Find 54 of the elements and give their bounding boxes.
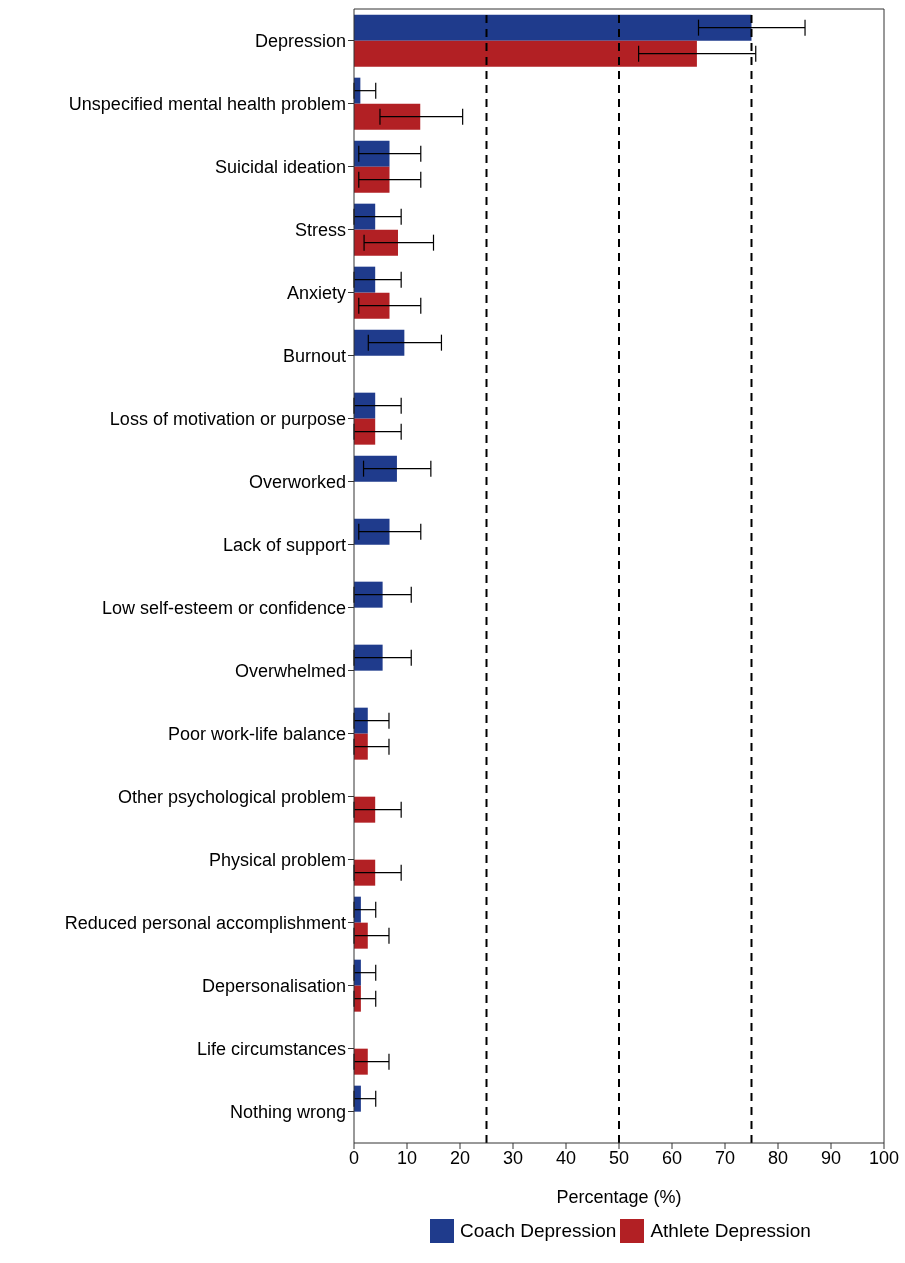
bar <box>354 418 376 445</box>
x-tick-label: 40 <box>555 1147 577 1168</box>
x-tick-label: 30 <box>502 1147 524 1168</box>
x-tick-label: 0 <box>348 1147 360 1168</box>
bar <box>354 292 390 319</box>
y-tick-label: Burnout <box>282 345 346 366</box>
y-tick-label: Physical problem <box>208 849 346 870</box>
y-tick-label: Overwhelmed <box>234 660 346 681</box>
y-tick-label: Depersonalisation <box>201 975 346 996</box>
bar <box>354 518 390 545</box>
bar <box>354 455 397 482</box>
x-tick-label: 100 <box>868 1147 900 1168</box>
bar <box>354 922 368 949</box>
bar <box>354 203 376 230</box>
legend-label: Athlete Depression <box>650 1220 811 1242</box>
bar <box>354 796 376 823</box>
y-tick-label: Poor work-life balance <box>167 723 346 744</box>
y-tick-label: Depression <box>254 30 346 51</box>
x-tick-label: 70 <box>714 1147 736 1168</box>
x-axis-title: Percentage (%) <box>556 1187 682 1207</box>
bar <box>354 581 383 608</box>
bar <box>354 229 398 256</box>
x-tick-label: 80 <box>767 1147 789 1168</box>
bar <box>354 859 376 886</box>
bar <box>354 1048 368 1075</box>
y-tick-label: Nothing wrong <box>229 1101 346 1122</box>
x-tick-label: 60 <box>661 1147 683 1168</box>
bar <box>354 329 405 356</box>
y-tick-label: Overworked <box>248 471 346 492</box>
x-tick-label: 50 <box>608 1147 630 1168</box>
x-tick-label: 90 <box>820 1147 842 1168</box>
x-tick-label: 10 <box>396 1147 418 1168</box>
bar <box>354 40 697 67</box>
bar <box>354 644 383 671</box>
bar <box>354 140 390 167</box>
legend-label: Coach Depression <box>460 1220 617 1242</box>
bar <box>354 392 376 419</box>
bar <box>354 103 421 130</box>
y-tick-label: Unspecified mental health problem <box>68 93 346 114</box>
bar <box>354 707 368 734</box>
bar <box>354 14 752 41</box>
bar <box>354 266 376 293</box>
x-tick-label: 20 <box>449 1147 471 1168</box>
y-tick-label: Anxiety <box>286 282 346 303</box>
bar <box>354 166 390 193</box>
y-tick-label: Other psychological problem <box>117 786 346 807</box>
y-tick-label: Low self-esteem or confidence <box>101 597 346 618</box>
y-tick-label: Loss of motivation or purpose <box>109 408 346 429</box>
y-tick-label: Lack of support <box>222 534 346 555</box>
y-tick-label: Suicidal ideation <box>214 156 346 177</box>
bar <box>354 733 368 760</box>
y-tick-label: Stress <box>294 219 346 240</box>
y-tick-label: Life circumstances <box>196 1038 346 1059</box>
y-tick-label: Reduced personal accomplishment <box>64 912 346 933</box>
